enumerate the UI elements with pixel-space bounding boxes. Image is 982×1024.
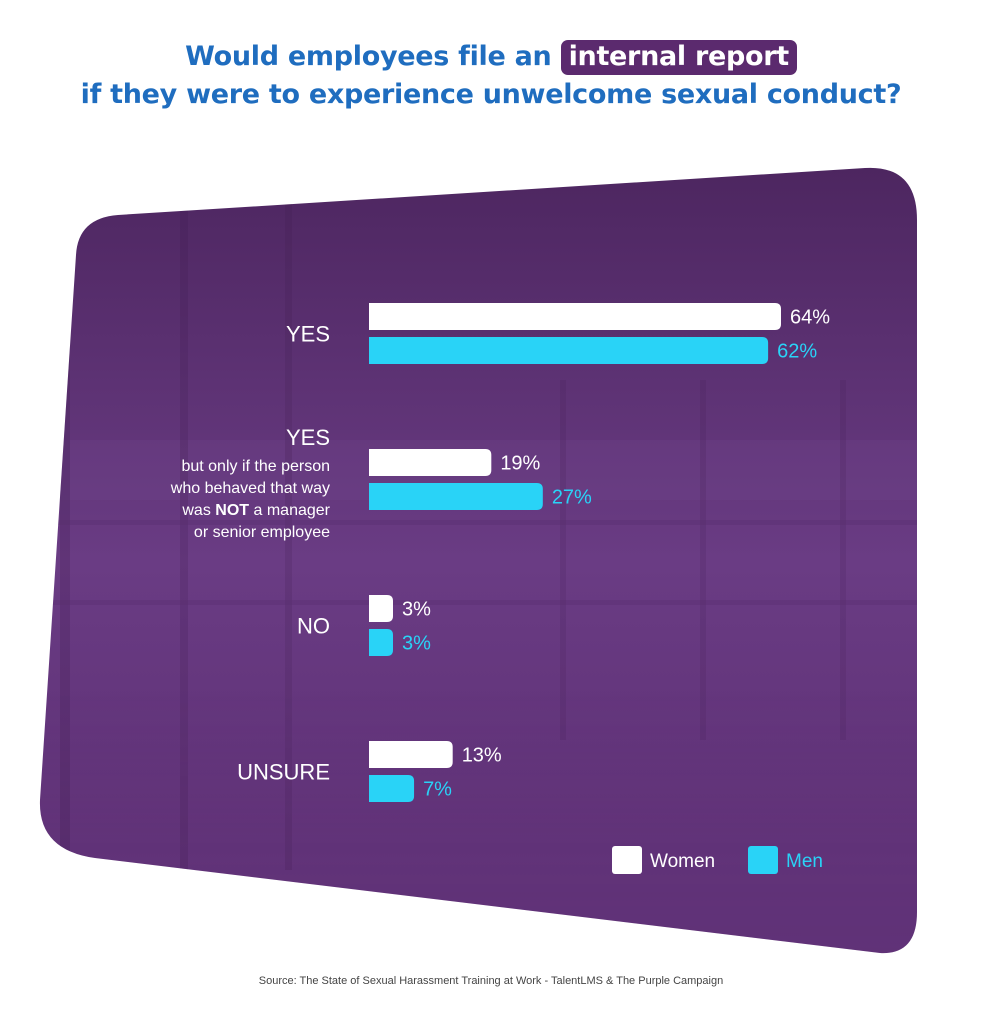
legend-swatch (748, 846, 778, 874)
bar (369, 629, 393, 656)
legend-swatch (612, 846, 642, 874)
chart-title: Would employees file an internal report … (0, 38, 982, 114)
bar (369, 483, 543, 510)
bar (369, 775, 415, 802)
data-label: 27% (552, 487, 592, 509)
source-note: Source: The State of Sexual Harassment T… (258, 975, 724, 987)
category-label: UNSURE (237, 760, 330, 785)
bar (369, 449, 492, 476)
bar (369, 303, 781, 330)
category-sublabel: but only if the person (181, 458, 330, 475)
title-highlight: internal report (560, 40, 797, 75)
legend-label: Women (650, 851, 715, 872)
bar (369, 337, 769, 364)
data-label: 3% (402, 633, 431, 655)
data-label: 62% (777, 341, 817, 363)
category-label: YES (286, 322, 330, 347)
background-panel (39, 167, 918, 954)
legend-label: Men (786, 851, 823, 872)
data-label: 7% (423, 779, 452, 801)
data-label: 13% (462, 745, 502, 767)
data-label: 64% (790, 307, 830, 329)
category-label: NO (297, 614, 330, 639)
bar (369, 595, 393, 622)
category-label: YES (286, 425, 330, 450)
data-label: 3% (402, 599, 431, 621)
category-sublabel: or senior employee (194, 524, 330, 541)
title-line-1-text: Would employees file an (185, 41, 561, 72)
category-sublabel: was NOT a manager (181, 502, 330, 519)
bar (369, 741, 453, 768)
title-line-2: if they were to experience unwelcome sex… (80, 79, 902, 110)
category-sublabel: who behaved that way (170, 480, 330, 497)
data-label: 19% (500, 453, 540, 475)
